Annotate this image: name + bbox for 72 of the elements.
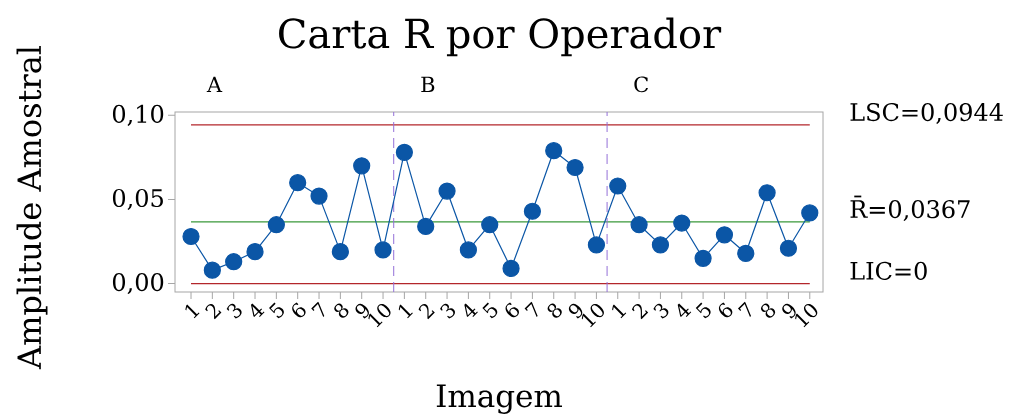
y-tick-label: 0,05 [112, 188, 163, 211]
point [801, 204, 819, 222]
x-tick-label: 7 [524, 301, 538, 318]
point [353, 157, 371, 175]
x-tick-label: 2 [631, 303, 649, 320]
point [630, 216, 648, 234]
point [779, 239, 798, 257]
x-tick-label: 2 [205, 303, 222, 320]
x-tick-label: 8 [334, 303, 349, 318]
point [289, 174, 307, 192]
ref-line-label: LIC=0 [850, 261, 927, 280]
point [225, 253, 243, 271]
point [609, 177, 627, 195]
text: C [634, 76, 648, 93]
point [673, 214, 691, 232]
chart-title: Carta R por Operador [279, 17, 722, 57]
x-tick-label: 1 [185, 304, 200, 319]
x-tick-label: 8 [760, 303, 776, 318]
x-tick-label: 4 [464, 303, 478, 318]
point [758, 184, 776, 202]
x-tick-label: 10 [795, 303, 818, 328]
x-tick-label: 2 [418, 303, 435, 320]
x-tick-label: 10 [368, 303, 391, 328]
point [246, 243, 264, 261]
point [715, 226, 734, 244]
y-tick-label: 0,10 [112, 104, 164, 126]
y-tick-label: 0,00 [112, 273, 164, 295]
point [694, 249, 712, 267]
point [417, 217, 435, 235]
point [374, 241, 392, 259]
x-tick-label: 3 [653, 303, 669, 319]
point [651, 236, 670, 254]
point [395, 143, 413, 161]
x-tick-label: 5 [695, 302, 711, 319]
point [545, 142, 563, 160]
x-tick-label: 1 [398, 304, 413, 319]
x-tick-label: 5 [269, 302, 284, 319]
x-tick-label: 9 [568, 303, 583, 319]
x-tick-label: 6 [718, 302, 733, 318]
x-tick-label: 7 [311, 301, 325, 318]
point [481, 216, 499, 234]
x-tick-label: 8 [547, 303, 562, 318]
x-tick-label: 9 [782, 303, 796, 319]
point [737, 244, 755, 262]
x-tick-label: 3 [440, 303, 455, 319]
x-tick-label: 7 [737, 301, 752, 318]
x-axis-title: Imagem [436, 384, 563, 414]
x-tick-label: 4 [250, 303, 265, 318]
ref-line-label: R̄=0,0367 [850, 195, 970, 222]
x-tick-label: 6 [292, 302, 306, 318]
point [459, 241, 477, 259]
point [331, 243, 349, 261]
text: B [421, 76, 435, 92]
point [203, 261, 221, 279]
point [438, 182, 456, 200]
point [182, 227, 200, 246]
x-tick-label: 1 [612, 304, 627, 319]
point [310, 187, 328, 205]
text: A [206, 76, 223, 92]
x-tick-label: 10 [581, 303, 604, 328]
point [267, 216, 285, 234]
point [502, 259, 520, 278]
y-axis-title: Amplitude Amostral [16, 45, 48, 370]
x-tick-label: 3 [226, 303, 242, 319]
x-tick-label: 9 [355, 303, 369, 319]
point [587, 236, 606, 254]
x-tick-label: 6 [505, 302, 519, 318]
x-tick-label: 4 [677, 303, 692, 318]
x-tick-label: 5 [482, 302, 498, 319]
point [566, 158, 584, 177]
ref-line-label: LSC=0,0944 [850, 102, 1003, 125]
point [523, 202, 541, 220]
